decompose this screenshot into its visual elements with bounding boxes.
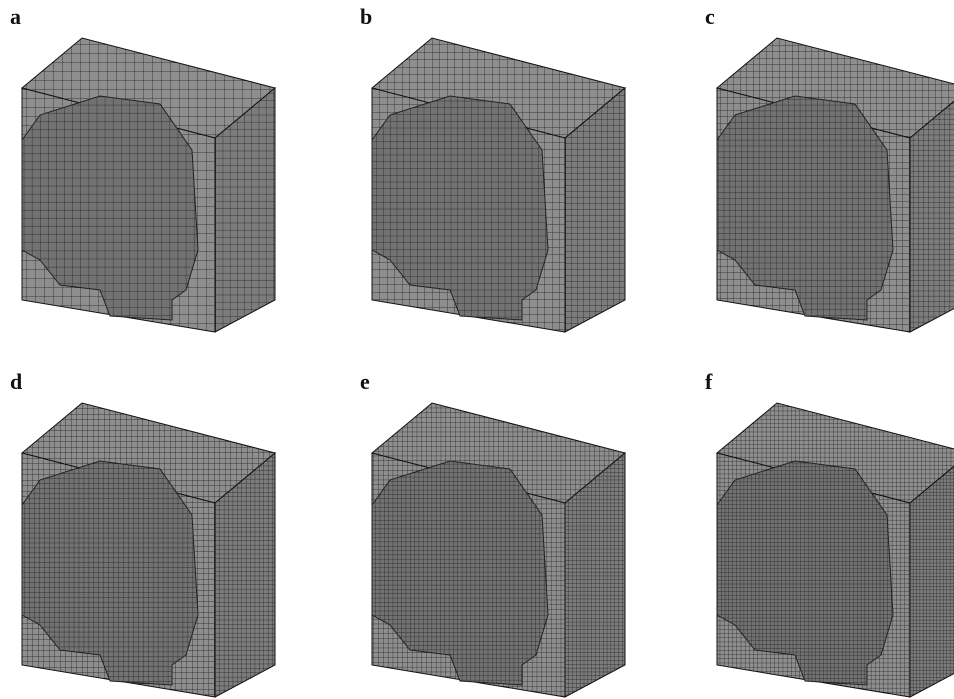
panel-label: d (10, 369, 22, 394)
panel: e (360, 369, 625, 697)
page: abcdef (() => { const data = JSON.parse(… (0, 0, 954, 699)
panel-label: e (360, 369, 370, 394)
panel: c (705, 4, 954, 332)
panel: a (10, 4, 275, 332)
panel-label: b (360, 4, 372, 29)
panel: f (705, 369, 954, 697)
figure: a b c d e f (0, 0, 954, 699)
panel-label: a (10, 4, 21, 29)
panel: b (360, 4, 625, 332)
panel-label: c (705, 4, 715, 29)
panel: d (10, 369, 275, 697)
panel-label: f (705, 369, 713, 394)
